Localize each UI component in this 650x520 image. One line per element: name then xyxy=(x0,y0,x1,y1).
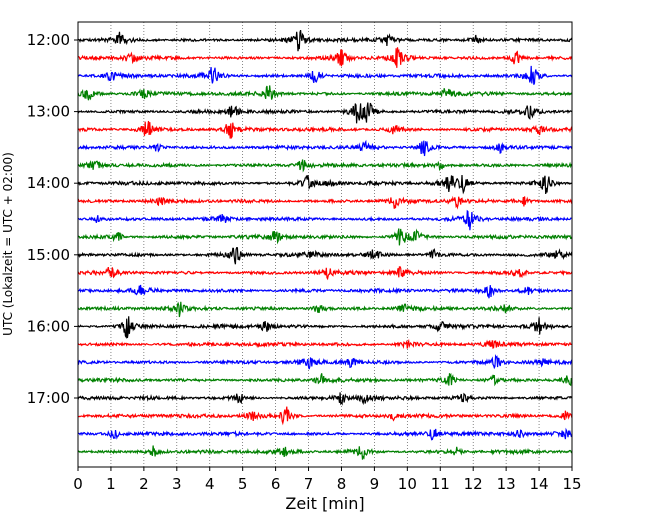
trace-17:15 xyxy=(77,406,573,426)
x-tick-label-3: 3 xyxy=(172,475,182,493)
trace-12:00 xyxy=(77,29,573,52)
x-axis-label: Zeit [min] xyxy=(285,494,364,513)
x-tick-label-15: 15 xyxy=(562,475,581,493)
y-tick-label-2: 14:00 xyxy=(27,174,70,192)
trace-17:30 xyxy=(77,427,573,441)
y-tick-label-3: 15:00 xyxy=(27,246,70,264)
trace-17:45 xyxy=(77,445,573,460)
x-tick-label-13: 13 xyxy=(497,475,516,493)
trace-14:15 xyxy=(77,195,573,210)
trace-14:30 xyxy=(77,209,572,231)
y-tick-label-1: 13:00 xyxy=(27,103,70,121)
x-tick-label-7: 7 xyxy=(304,475,314,493)
trace-16:00 xyxy=(77,316,573,339)
x-tick-label-4: 4 xyxy=(205,475,215,493)
x-tick-label-12: 12 xyxy=(464,475,483,493)
trace-15:00 xyxy=(77,247,573,265)
y-tick-label-4: 16:00 xyxy=(27,317,70,335)
trace-16:30 xyxy=(77,353,573,370)
trace-12:15 xyxy=(77,47,573,68)
x-tick-label-8: 8 xyxy=(337,475,347,493)
trace-17:00 xyxy=(77,392,573,406)
trace-13:15 xyxy=(77,120,573,140)
trace-14:00 xyxy=(77,174,573,195)
vertical-grid xyxy=(110,22,540,467)
x-tick-label-11: 11 xyxy=(431,475,450,493)
trace-13:30 xyxy=(77,139,573,157)
y-tick-label-0: 12:00 xyxy=(27,31,70,49)
trace-15:30 xyxy=(77,284,573,299)
trace-12:30 xyxy=(77,65,573,85)
x-tick-label-2: 2 xyxy=(139,475,149,493)
trace-16:45 xyxy=(77,372,573,387)
x-tick-label-14: 14 xyxy=(530,475,549,493)
y-tick-label-5: 17:00 xyxy=(27,389,70,407)
trace-12:45 xyxy=(77,85,573,101)
x-tick-label-10: 10 xyxy=(398,475,417,493)
trace-16:15 xyxy=(77,338,573,350)
trace-14:45 xyxy=(77,228,573,246)
trace-15:45 xyxy=(77,301,572,318)
x-tick-label-5: 5 xyxy=(238,475,248,493)
plot-frame xyxy=(77,21,573,468)
trace-13:00 xyxy=(77,102,573,124)
x-axis-ticks: 0 1 2 3 4 5 6 7 8 9 10 11 12 13 14 15 xyxy=(73,467,582,493)
y-axis-label: UTC (Lokalzeit = UTC + 02:00) xyxy=(1,152,15,336)
trace-15:15 xyxy=(77,266,573,281)
x-tick-label-1: 1 xyxy=(106,475,116,493)
y-axis-ticks: 12:00 13:00 14:00 15:00 16:00 17:00 xyxy=(27,31,78,407)
trace-13:45 xyxy=(77,159,573,173)
x-tick-label-9: 9 xyxy=(370,475,380,493)
seismic-traces xyxy=(77,29,573,460)
x-tick-label-0: 0 xyxy=(73,475,83,493)
x-tick-label-6: 6 xyxy=(271,475,281,493)
